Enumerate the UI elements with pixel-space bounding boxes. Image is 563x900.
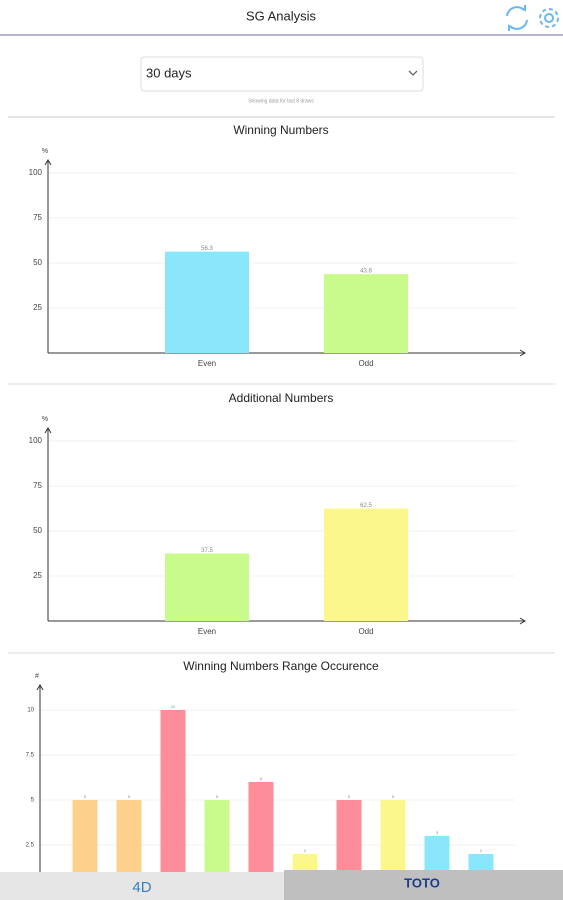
bar — [165, 251, 249, 353]
y-tick-label: 100 — [29, 168, 43, 177]
tab-toto[interactable] — [284, 870, 563, 900]
y-tick-label: 75 — [33, 481, 42, 490]
period-note: Showing data for last 8 draws — [248, 98, 314, 104]
y-tick-label: 50 — [33, 526, 42, 535]
x-axis-arrow — [519, 617, 526, 625]
bar — [324, 508, 408, 621]
y-tick-label: 25 — [33, 303, 42, 312]
period-select[interactable] — [140, 56, 424, 92]
bar — [160, 710, 186, 890]
tab-4d[interactable] — [0, 872, 284, 900]
x-tick-label: Odd — [358, 627, 373, 636]
bar-value-label: 3 — [436, 830, 439, 835]
y-tick-label: 50 — [33, 258, 42, 267]
y-tick-label: 10 — [27, 708, 34, 714]
chart-title: Winning Numbers — [233, 123, 328, 137]
bar-value-label: 37.5 — [201, 548, 213, 554]
select-arrow — [408, 70, 418, 76]
settings-icon[interactable] — [539, 8, 559, 28]
bar-value-label: 2 — [304, 848, 307, 853]
y-tick-label: 75 — [33, 213, 42, 222]
bar-value-label: 5 — [392, 794, 395, 799]
tab-label: 4D — [132, 879, 151, 896]
y-axis-label: % — [42, 416, 48, 423]
y-axis-arrow — [44, 159, 52, 166]
refresh-icon[interactable] — [506, 5, 528, 31]
x-tick-label: Even — [198, 627, 216, 636]
tab-label: TOTO — [404, 875, 440, 890]
bar-value-label: 10 — [171, 704, 176, 709]
bar — [165, 553, 249, 621]
bar-value-label: 5 — [216, 794, 219, 799]
app-title: SG Analysis — [246, 8, 317, 23]
y-tick-label: 25 — [33, 571, 42, 580]
bar-value-label: 5 — [348, 794, 351, 799]
chart-title: Winning Numbers Range Occurence — [183, 659, 379, 673]
x-tick-label: Even — [198, 359, 216, 368]
bar-value-label: 2 — [480, 848, 483, 853]
app-bar — [0, 0, 563, 35]
x-tick-label: Odd — [358, 359, 373, 368]
chart-title: Additional Numbers — [229, 391, 334, 405]
y-tick-label: 100 — [29, 436, 43, 445]
bar-value-label: 56.3 — [201, 246, 213, 252]
y-axis-label: # — [35, 673, 39, 680]
period-select-value: 30 days — [146, 65, 192, 80]
bar-value-label: 5 — [128, 794, 131, 799]
y-tick-label: 2.5 — [26, 843, 35, 849]
y-axis-arrow — [36, 684, 44, 691]
bar-value-label: 62.5 — [360, 503, 372, 509]
y-axis-label: % — [42, 148, 48, 155]
bar-value-label: 6 — [260, 776, 263, 781]
y-tick-label: 5 — [31, 798, 35, 804]
y-tick-label: 7.5 — [26, 753, 35, 759]
bar-value-label: 5 — [84, 794, 87, 799]
bar — [324, 274, 408, 353]
y-axis-arrow — [44, 427, 52, 434]
x-axis-arrow — [519, 349, 526, 357]
bar-value-label: 43.8 — [360, 269, 372, 275]
